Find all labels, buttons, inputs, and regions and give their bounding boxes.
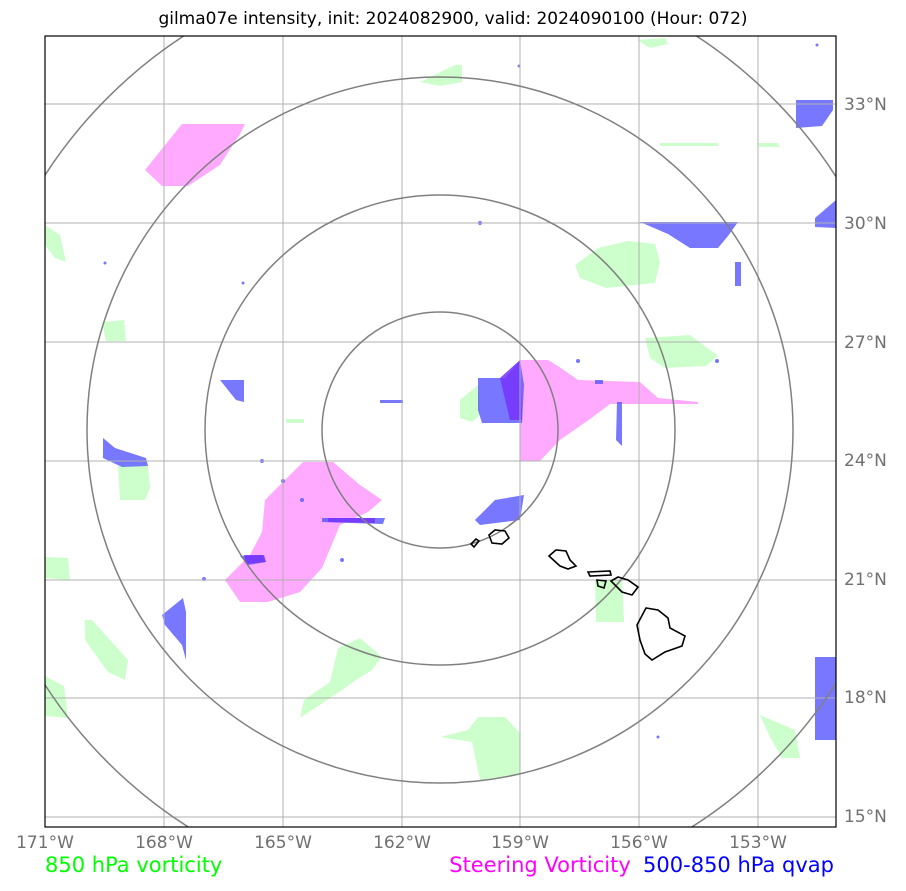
gridlines: [45, 36, 836, 827]
lat-tick-label: 33°N: [844, 95, 887, 115]
lat-tick-label: 30°N: [844, 214, 887, 234]
lat-tick-label: 27°N: [844, 333, 887, 353]
lon-tick-label: 168°W: [135, 833, 193, 853]
qvap-core-layer: [244, 360, 522, 564]
legend-850-vorticity: 850 hPa vorticity: [45, 853, 223, 877]
lon-tick-label: 165°W: [254, 833, 312, 853]
hawaii-coastline: [469, 529, 686, 661]
lat-tick-label: 18°N: [844, 688, 887, 708]
legend-qvap: 500-850 hPa qvap: [643, 853, 834, 877]
lon-tick-label: 153°W: [729, 833, 787, 853]
lon-tick-label: 171°W: [16, 833, 74, 853]
legend-steering-vorticity: Steering Vorticity: [449, 853, 631, 877]
vorticity-850-layer: [45, 38, 800, 780]
lat-tick-label: 15°N: [844, 807, 887, 827]
lon-tick-label: 162°W: [373, 833, 431, 853]
lat-tick-label: 24°N: [844, 451, 887, 471]
lat-tick-label: 21°N: [844, 570, 887, 590]
lon-tick-label: 159°W: [491, 833, 549, 853]
map-border: [44, 35, 837, 828]
map-title: gilma07e intensity, init: 2024082900, va…: [158, 9, 748, 29]
lon-tick-label: 156°W: [610, 833, 668, 853]
